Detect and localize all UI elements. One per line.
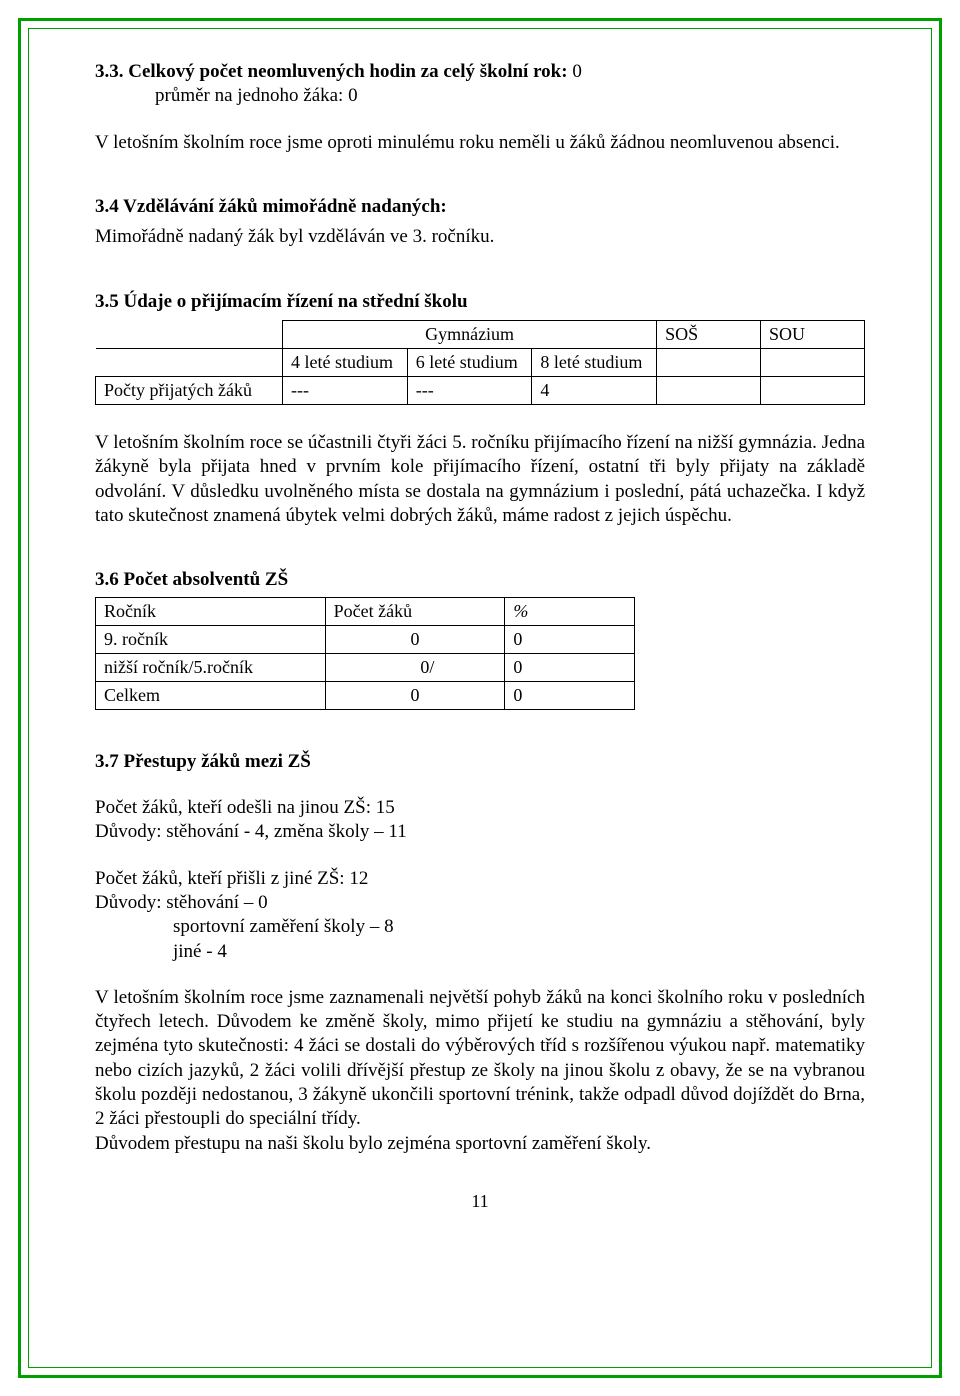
body-3-4: Mimořádně nadaný žák byl vzděláván ve 3.… <box>95 225 865 249</box>
body-3-7-2: Důvodem přestupu na naši školu bylo zejm… <box>95 1132 865 1156</box>
heading-3-3-title: 3.3. Celkový počet neomluvených hodin za… <box>95 61 568 82</box>
section-3-5: 3.5 Údaje o přijímacím řízení na střední… <box>95 290 865 529</box>
cell <box>657 376 761 404</box>
table-row: 9. ročník 0 0 <box>96 625 635 653</box>
cell: --- <box>407 376 532 404</box>
cell: 9. ročník <box>96 625 326 653</box>
table-absolventu: Ročník Počet žáků % 9. ročník 0 0 nižší … <box>95 597 635 710</box>
table-row: Gymnázium SOŠ SOU <box>96 320 865 348</box>
cell: 0/ <box>325 653 505 681</box>
cell: 0 <box>325 681 505 709</box>
cell: 0 <box>505 625 635 653</box>
heading-3-3-value: 0 <box>572 61 582 82</box>
body-3-7-1: V letošním školním roce jsme zaznamenali… <box>95 986 865 1132</box>
heading-3-6: 3.6 Počet absolventů ZŠ <box>95 568 865 592</box>
page-content: 3.3. Celkový počet neomluvených hodin za… <box>95 60 865 1346</box>
cell: nižší ročník/5.ročník <box>96 653 326 681</box>
cell: 0 <box>325 625 505 653</box>
table-row: 4 leté studium 6 leté studium 8 leté stu… <box>96 348 865 376</box>
section-3-3: 3.3. Celkový počet neomluvených hodin za… <box>95 60 865 155</box>
th-4lete: 4 leté studium <box>283 348 408 376</box>
cell: --- <box>283 376 408 404</box>
table-row: Ročník Počet žáků % <box>96 597 635 625</box>
heading-3-3: 3.3. Celkový počet neomluvených hodin za… <box>95 60 865 84</box>
heading-3-4: 3.4 Vzdělávání žáků mimořádně nadaných: <box>95 195 865 219</box>
page-number: 11 <box>95 1190 865 1213</box>
th-pocet: Počet žáků <box>325 597 505 625</box>
body-3-5: V letošním školním roce se účastnili čty… <box>95 431 865 528</box>
table-prijimaci: Gymnázium SOŠ SOU 4 leté studium 6 leté … <box>95 320 865 405</box>
cell: 4 <box>532 376 657 404</box>
table-row: Celkem 0 0 <box>96 681 635 709</box>
th-gymnazium: Gymnázium <box>283 320 657 348</box>
cell <box>761 376 865 404</box>
th-8lete: 8 leté studium <box>532 348 657 376</box>
p-3-7-5: sportovní zaměření školy – 8 <box>173 915 865 939</box>
row-label: Počty přijatých žáků <box>96 376 283 404</box>
p-3-7-2: Důvody: stěhování - 4, změna školy – 11 <box>95 820 865 844</box>
th-rocnik: Ročník <box>96 597 326 625</box>
cell: 0 <box>505 653 635 681</box>
heading-3-7: 3.7 Přestupy žáků mezi ZŠ <box>95 750 865 774</box>
table-row: Počty přijatých žáků --- --- 4 <box>96 376 865 404</box>
th-sou: SOU <box>761 320 865 348</box>
p-3-7-1: Počet žáků, kteří odešli na jinou ZŠ: 15 <box>95 796 865 820</box>
cell: Celkem <box>96 681 326 709</box>
heading-3-5: 3.5 Údaje o přijímacím řízení na střední… <box>95 290 865 314</box>
cell: 0 <box>505 681 635 709</box>
section-3-6: 3.6 Počet absolventů ZŠ Ročník Počet žák… <box>95 568 865 709</box>
th-6lete: 6 leté studium <box>407 348 532 376</box>
p-3-7-3: Počet žáků, kteří přišli z jiné ZŠ: 12 <box>95 867 865 891</box>
p-3-7-6: jiné - 4 <box>173 940 865 964</box>
body-3-3: V letošním školním roce jsme oproti minu… <box>95 131 865 155</box>
section-3-7: 3.7 Přestupy žáků mezi ZŠ Počet žáků, kt… <box>95 750 865 1156</box>
p-3-7-4: Důvody: stěhování – 0 <box>95 891 865 915</box>
th-pct: % <box>505 597 635 625</box>
heading-3-3-subline: průměr na jednoho žáka: 0 <box>155 84 865 108</box>
section-3-4: 3.4 Vzdělávání žáků mimořádně nadaných: … <box>95 195 865 250</box>
th-sos: SOŠ <box>657 320 761 348</box>
table-row: nižší ročník/5.ročník 0/ 0 <box>96 653 635 681</box>
